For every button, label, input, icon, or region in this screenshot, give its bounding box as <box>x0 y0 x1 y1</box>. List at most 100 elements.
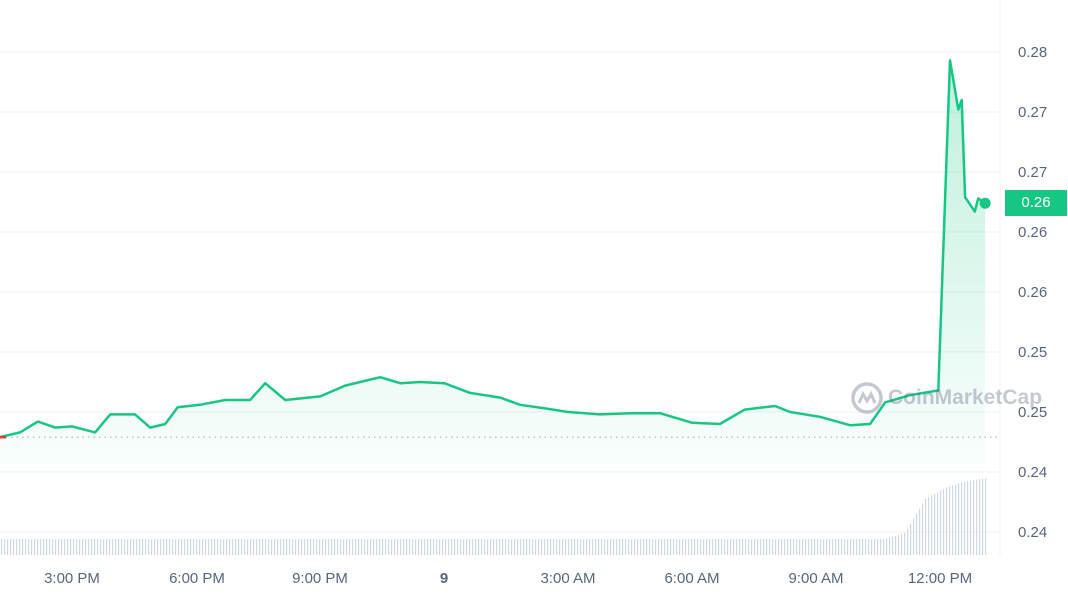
volume-bar <box>643 539 645 555</box>
volume-bar <box>412 539 414 555</box>
volume-bar <box>169 539 171 555</box>
volume-bar <box>106 539 108 555</box>
volume-bar <box>136 539 138 555</box>
volume-bar <box>151 539 153 555</box>
volume-bar <box>373 539 375 555</box>
volume-bar <box>40 539 42 555</box>
volume-bar <box>742 539 744 555</box>
volume-bar <box>241 539 243 555</box>
volume-bar <box>709 539 711 555</box>
volume-bar <box>85 539 87 555</box>
volume-bar <box>835 539 837 555</box>
volume-bar <box>376 539 378 555</box>
volume-bar <box>871 539 873 555</box>
volume-bar <box>916 513 918 555</box>
current-price-dot <box>979 197 991 209</box>
volume-bar <box>499 539 501 555</box>
volume-bar <box>901 533 903 555</box>
volume-bar <box>859 539 861 555</box>
volume-bar <box>904 532 906 555</box>
volume-bar <box>208 539 210 555</box>
volume-bar <box>184 539 186 555</box>
volume-bar <box>895 535 897 555</box>
volume-bar <box>310 539 312 555</box>
volume-bar <box>976 479 978 555</box>
volume-bar <box>970 480 972 555</box>
volume-bar <box>436 539 438 555</box>
volume-bar <box>931 495 933 555</box>
volume-bar <box>307 539 309 555</box>
volume-bar <box>55 539 57 555</box>
volume-bar <box>217 539 219 555</box>
volume-bar <box>715 539 717 555</box>
volume-bar <box>910 523 912 555</box>
volume-bar <box>502 539 504 555</box>
volume-bar <box>520 539 522 555</box>
volume-bar <box>784 539 786 555</box>
volume-bar <box>361 539 363 555</box>
volume-bar <box>154 539 156 555</box>
volume-bar <box>199 539 201 555</box>
volume-bar <box>577 539 579 555</box>
y-tick-label: 0.25 <box>1018 404 1047 421</box>
volume-bar <box>478 539 480 555</box>
volume-bar <box>145 539 147 555</box>
volume-bar <box>415 539 417 555</box>
volume-bar <box>697 539 699 555</box>
volume-bar <box>979 479 981 555</box>
volume-bar <box>88 539 90 555</box>
volume-bar <box>607 539 609 555</box>
volume-bar <box>37 539 39 555</box>
volume-bar <box>454 539 456 555</box>
volume-bar <box>892 536 894 555</box>
volume-bar <box>508 539 510 555</box>
volume-bar <box>364 539 366 555</box>
volume-bar <box>670 539 672 555</box>
volume-bar <box>418 539 420 555</box>
volume-bar <box>475 539 477 555</box>
volume-bar <box>712 539 714 555</box>
volume-bar <box>301 539 303 555</box>
volume-bar <box>235 539 237 555</box>
volume-bar <box>490 539 492 555</box>
volume-bar <box>760 539 762 555</box>
volume-bar <box>898 534 900 555</box>
volume-bar <box>883 539 885 555</box>
volume-bar <box>229 539 231 555</box>
volume-bar <box>142 539 144 555</box>
volume-bar <box>628 539 630 555</box>
volume-bar <box>874 539 876 555</box>
volume-bar <box>163 539 165 555</box>
volume-bar <box>667 539 669 555</box>
volume-bar <box>562 539 564 555</box>
volume-bar <box>589 539 591 555</box>
volume-bar <box>469 539 471 555</box>
volume-bar <box>76 539 78 555</box>
volume-bar <box>331 539 333 555</box>
volume-bar <box>367 539 369 555</box>
volume-bar <box>604 539 606 555</box>
volume-bar <box>13 539 15 555</box>
volume-bar <box>913 518 915 555</box>
volume-bar <box>580 539 582 555</box>
volume-bar <box>514 539 516 555</box>
volume-bar <box>775 539 777 555</box>
volume-bar <box>754 539 756 555</box>
volume-bar <box>529 539 531 555</box>
x-tick-label: 6:00 AM <box>664 570 719 587</box>
volume-bar <box>223 539 225 555</box>
volume-bar <box>847 539 849 555</box>
volume-bar <box>427 539 429 555</box>
volume-bar <box>133 539 135 555</box>
volume-bar <box>955 484 957 555</box>
volume-bar <box>565 539 567 555</box>
volume-bar <box>952 485 954 555</box>
volume-bar <box>790 539 792 555</box>
volume-bar <box>472 539 474 555</box>
volume-bar <box>658 539 660 555</box>
volume-bar <box>193 539 195 555</box>
volume-bar <box>664 539 666 555</box>
volume-bar <box>757 539 759 555</box>
volume-bar <box>928 497 930 555</box>
